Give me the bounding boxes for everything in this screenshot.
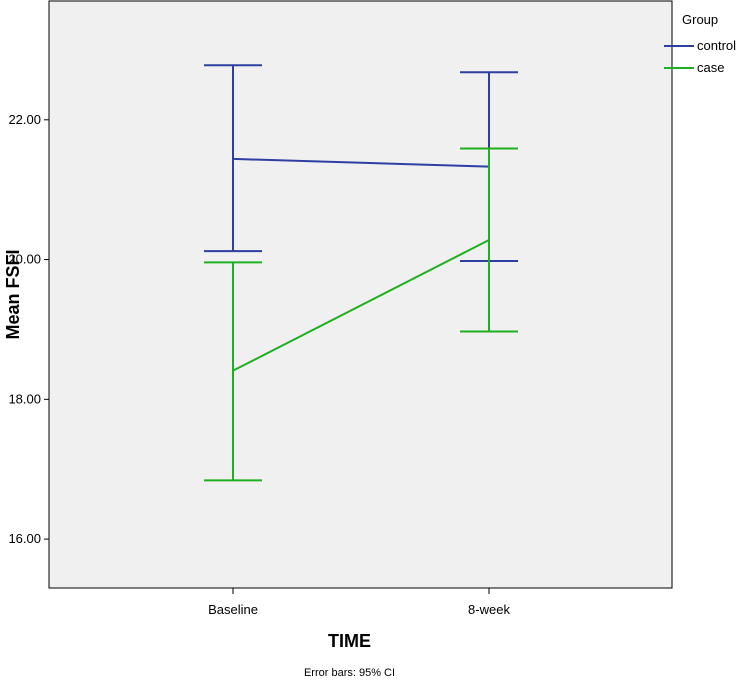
series-line-control (232, 157, 490, 168)
legend-label-control: control (697, 38, 736, 53)
x-axis: Baseline 8-week (208, 588, 510, 617)
x-tick-label: Baseline (208, 602, 258, 617)
error-bar-note: Error bars: 95% CI (304, 667, 395, 679)
legend-title: Group (682, 12, 718, 27)
y-tick-label: 16.00 (8, 531, 41, 546)
y-axis-title: Mean FSFI (3, 249, 23, 339)
legend-label-case: case (697, 60, 724, 75)
series-layer (204, 64, 518, 482)
x-tick-label: 8-week (468, 602, 510, 617)
x-axis-title: TIME (328, 631, 371, 651)
y-tick-label: 18.00 (8, 391, 41, 406)
plot-area (48, 0, 673, 589)
y-tick-label: 22.00 (8, 112, 41, 127)
legend: Group control case (664, 12, 736, 75)
y-axis: 16.00 18.00 20.00 22.00 (8, 112, 49, 546)
series-line-case (232, 239, 490, 372)
y-tick-label: 20.00 (8, 252, 41, 267)
